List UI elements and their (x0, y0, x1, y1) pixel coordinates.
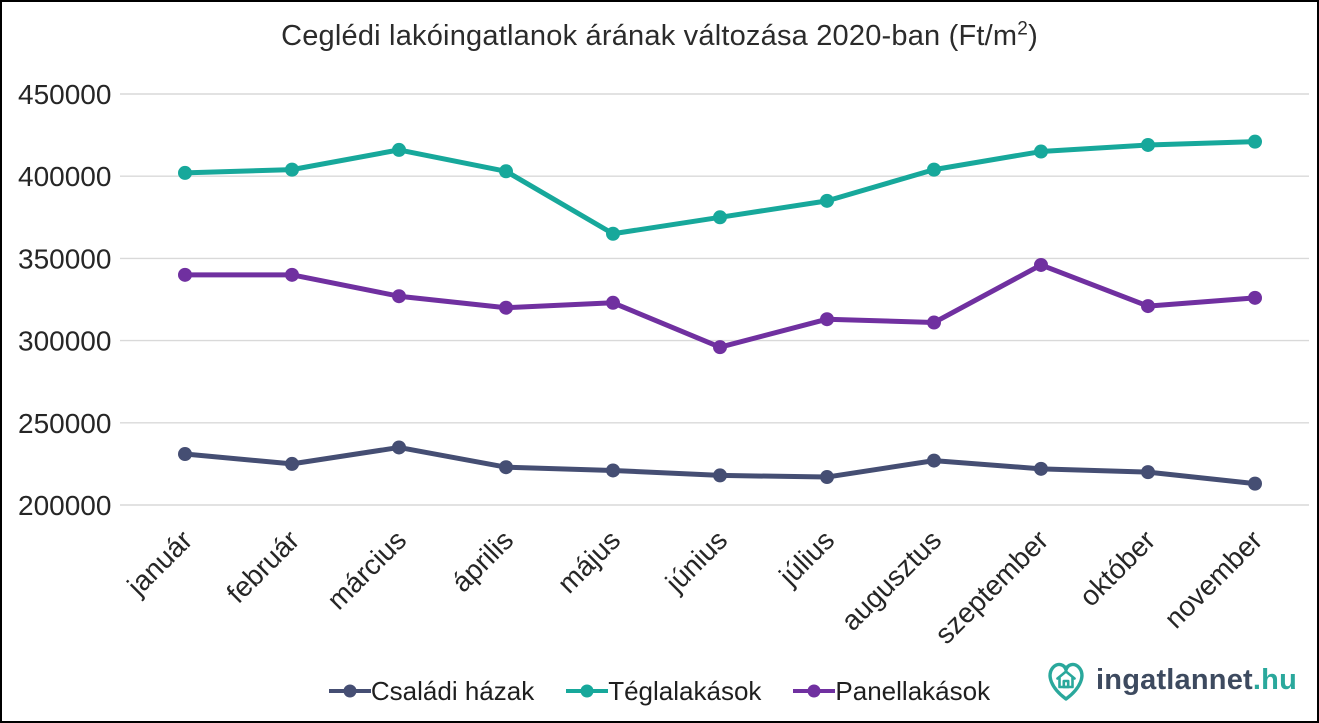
chart-title-superscript: 2 (1017, 18, 1029, 40)
legend-line-marker-icon (793, 684, 836, 698)
data-point-marker (285, 267, 299, 282)
data-point-marker (606, 226, 620, 241)
legend-item-csaladi-hazak: Családi házak (328, 675, 535, 707)
x-axis-tick-label: szeptember (929, 524, 1054, 649)
x-axis-tick-label: november (1158, 524, 1268, 634)
data-point-marker (392, 142, 406, 157)
data-point-marker (1248, 476, 1262, 491)
data-point-marker (1034, 461, 1048, 476)
data-point-marker (713, 468, 727, 483)
data-point-marker (1034, 144, 1048, 159)
data-point-marker (499, 300, 513, 315)
data-point-marker (392, 440, 406, 455)
chart-legend: Családi házak Téglalakások Panellakások (2, 669, 1317, 713)
logo-text: ingatlannet.hu (1096, 664, 1297, 697)
ingatlannet-logo: ingatlannet.hu (1043, 654, 1297, 706)
y-axis-tick-label: 450000 (18, 79, 111, 110)
data-point-marker (392, 289, 406, 304)
data-point-marker (606, 463, 620, 478)
data-point-marker (606, 295, 620, 310)
logo-tld: .hu (1252, 663, 1297, 696)
x-axis-tick-label: január (121, 524, 199, 602)
chart-title-close: ) (1028, 20, 1038, 52)
y-axis-tick-label: 400000 (18, 161, 111, 192)
data-point-marker (713, 340, 727, 355)
data-point-marker (1141, 137, 1155, 152)
x-axis-tick-label: augusztus (835, 524, 947, 636)
legend-line-marker-icon (328, 684, 371, 698)
y-axis-tick-label: 200000 (18, 490, 111, 521)
x-axis-tick-label: április (446, 524, 520, 598)
logo-name: ingatlannet (1096, 663, 1253, 696)
data-point-marker (927, 315, 941, 330)
data-point-marker (927, 162, 941, 177)
data-point-marker (178, 267, 192, 282)
legend-item-panellakasok: Panellakások (793, 676, 990, 707)
data-point-marker (285, 456, 299, 471)
legend-label: Panellakások (835, 675, 991, 706)
data-point-marker (820, 193, 834, 208)
data-point-marker (713, 210, 727, 225)
series-line (182, 262, 1258, 350)
x-axis-tick-label: március (321, 524, 412, 615)
x-axis-tick-label: május (551, 524, 626, 599)
y-axis-tick-label: 300000 (18, 326, 111, 357)
data-point-marker (927, 453, 941, 468)
legend-line-marker-icon (566, 684, 609, 698)
legend-label: Családi házak (370, 675, 535, 706)
chart-title-text: Ceglédi lakóingatlanok árának változása … (281, 20, 1018, 52)
heart-house-icon (1048, 662, 1084, 701)
data-point-marker (499, 164, 513, 179)
data-point-marker (1034, 257, 1048, 272)
x-axis-tick-label: február (221, 524, 306, 609)
y-axis-tick-label: 250000 (18, 408, 111, 439)
data-point-marker (178, 165, 192, 180)
data-point-marker (499, 460, 513, 475)
data-point-marker (820, 312, 834, 327)
data-point-marker (820, 470, 834, 485)
x-axis-tick-label: július (772, 524, 840, 592)
data-point-marker (178, 447, 192, 462)
chart-title: Ceglédi lakóingatlanok árának változása … (2, 18, 1317, 53)
data-point-marker (1248, 134, 1262, 149)
x-axis-tick-label: június (659, 524, 733, 598)
data-point-marker (1141, 465, 1155, 480)
data-point-marker (1141, 299, 1155, 314)
legend-label: Téglalakások (608, 675, 762, 706)
data-point-marker (1248, 290, 1262, 305)
data-point-marker (285, 162, 299, 177)
x-axis-tick-label: október (1073, 524, 1161, 612)
y-axis-tick-label: 350000 (18, 243, 111, 274)
legend-item-teglalakasok: Téglalakások (566, 676, 761, 707)
